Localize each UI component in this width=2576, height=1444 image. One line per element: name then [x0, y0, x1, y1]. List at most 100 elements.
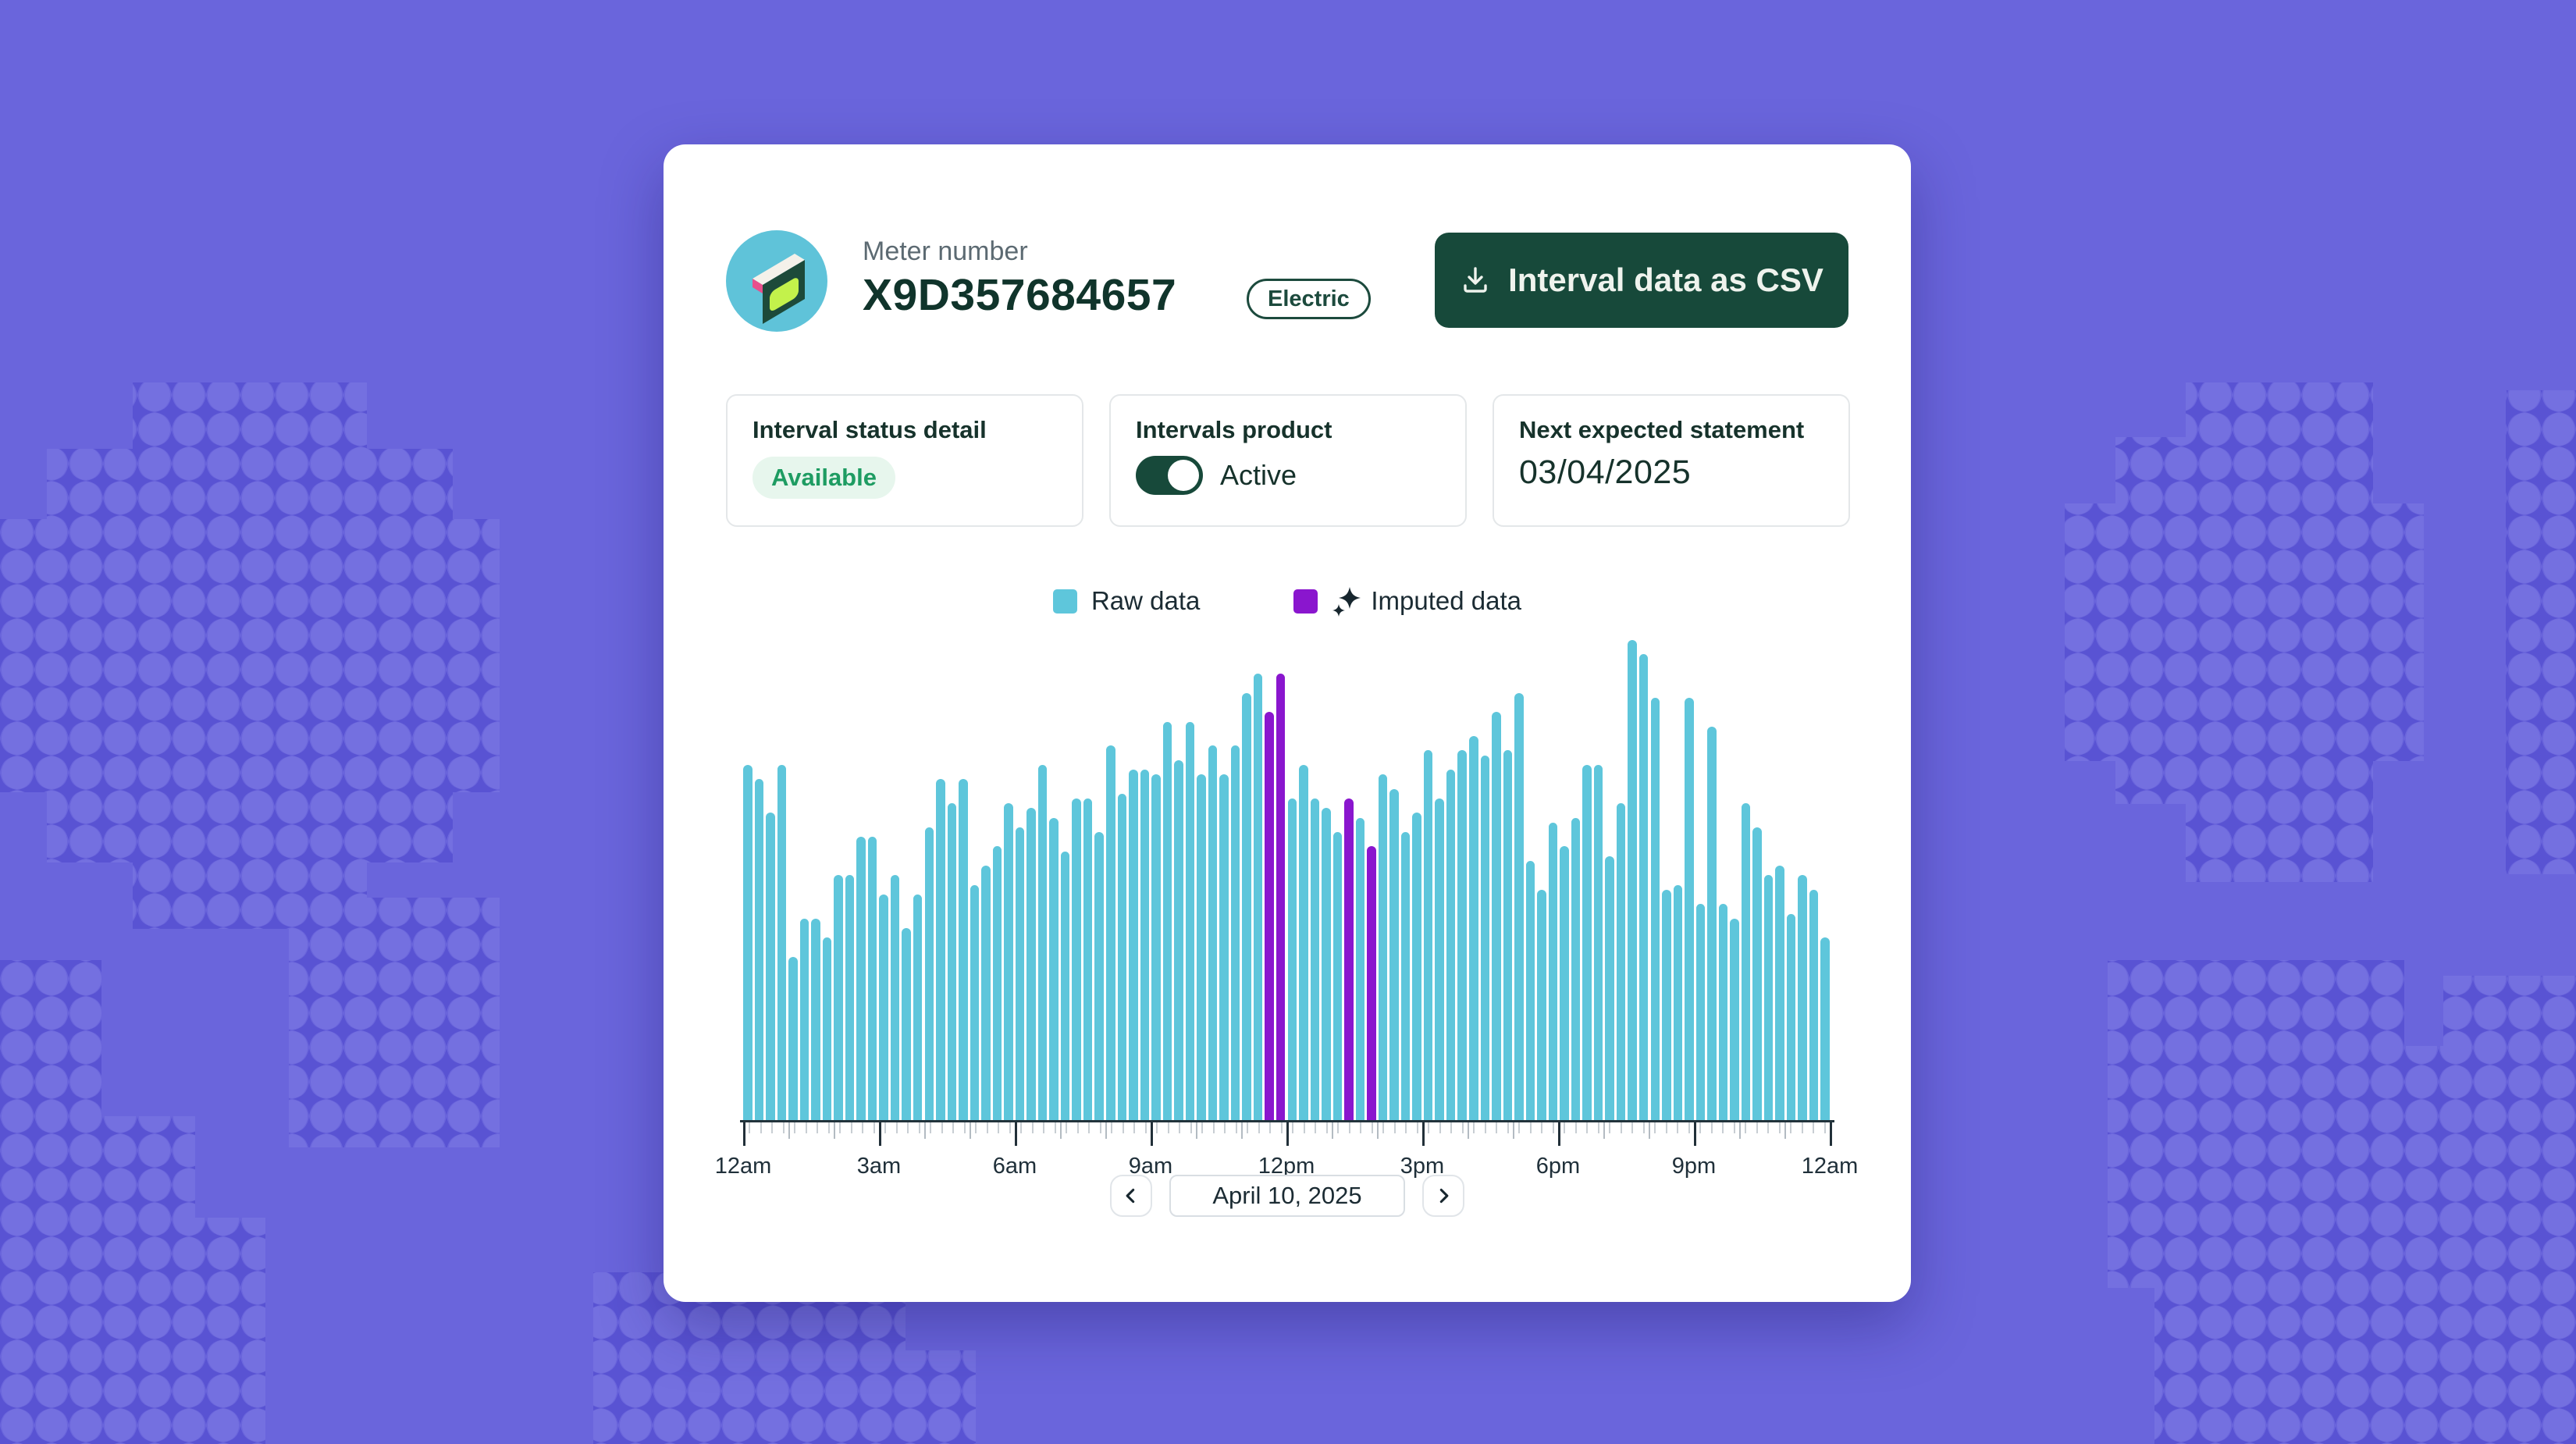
chart-bar — [1741, 803, 1751, 1120]
chart-bar — [1730, 918, 1739, 1120]
axis-minor-tick — [1642, 1122, 1645, 1133]
chart-bar — [1037, 764, 1048, 1120]
chart-bar — [1503, 750, 1513, 1120]
chart-bar — [1525, 860, 1535, 1120]
chart-bar — [1752, 827, 1762, 1120]
chart-bar — [1650, 697, 1660, 1120]
axis-minor-tick — [1609, 1122, 1611, 1133]
date-display[interactable]: April 10, 2025 — [1169, 1175, 1405, 1217]
status-available-pill: Available — [753, 457, 895, 499]
chart-bar — [1469, 736, 1478, 1120]
info-card-row: Interval status detail Available Interva… — [726, 394, 1850, 527]
previous-day-button[interactable] — [1110, 1175, 1152, 1217]
chart-bar — [1820, 937, 1830, 1120]
axis-tick-label: 12pm — [1258, 1154, 1315, 1179]
axis-minor-tick — [1416, 1122, 1418, 1133]
chart-bar — [1662, 889, 1671, 1120]
download-icon — [1464, 267, 1487, 293]
chart-bar — [947, 803, 957, 1120]
chart-bar — [1117, 793, 1127, 1120]
chart-bar-imputed — [1265, 712, 1274, 1120]
interval-csv-download-button[interactable]: Interval data as CSV — [1435, 233, 1848, 328]
axis-major-tick — [1558, 1122, 1560, 1146]
axis-minor-tick — [986, 1122, 988, 1133]
chart-bar — [913, 894, 923, 1120]
axis-minor-tick — [1133, 1122, 1136, 1133]
axis-minor-tick — [1790, 1122, 1792, 1133]
axis-major-tick — [1015, 1122, 1017, 1146]
chart-bar — [1695, 904, 1706, 1120]
next-day-button[interactable] — [1422, 1175, 1464, 1217]
chart-bar — [1423, 750, 1433, 1120]
next-statement-card: Next expected statement 03/04/2025 — [1493, 394, 1850, 527]
axis-minor-tick — [1382, 1122, 1385, 1133]
chart-bar — [766, 813, 775, 1120]
axis-minor-tick — [1292, 1122, 1294, 1133]
axis-minor-tick — [1733, 1122, 1735, 1133]
intervals-product-toggle[interactable] — [1136, 456, 1203, 495]
axis-tick-label: 6pm — [1535, 1154, 1581, 1179]
axis-minor-tick — [1574, 1122, 1577, 1133]
axis-minor-tick — [963, 1122, 966, 1133]
axis-minor-tick — [1144, 1122, 1147, 1133]
next-statement-date: 03/04/2025 — [1519, 453, 1692, 491]
axis-major-tick — [1694, 1122, 1696, 1146]
axis-minor-tick — [1043, 1122, 1045, 1133]
axis-hour-tick — [834, 1122, 835, 1139]
chart-bar — [1049, 817, 1059, 1120]
axis-minor-tick — [1235, 1122, 1237, 1133]
axis-major-tick — [879, 1122, 881, 1146]
chart-bar — [845, 875, 855, 1120]
sparkle-icon — [1332, 587, 1361, 617]
chart-bar — [1185, 721, 1195, 1120]
axis-minor-tick — [827, 1122, 830, 1133]
axis-minor-tick — [1009, 1122, 1011, 1133]
chart-bar — [879, 894, 888, 1120]
chart-bar — [1786, 913, 1796, 1120]
legend-raw-data: Raw data — [1052, 586, 1200, 616]
axis-minor-tick — [1688, 1122, 1690, 1133]
axis-minor-tick — [1564, 1122, 1566, 1133]
axis-minor-tick — [1393, 1122, 1396, 1133]
axis-minor-tick — [1247, 1122, 1249, 1133]
chart-bar — [1299, 764, 1308, 1120]
chart-bar — [1322, 808, 1331, 1120]
chart-bar — [1605, 855, 1614, 1120]
chart-bar — [1219, 774, 1229, 1120]
axis-minor-tick — [1303, 1122, 1305, 1133]
meter-number-label: Meter number — [863, 237, 1028, 266]
axis-minor-tick — [907, 1122, 909, 1133]
chart-bar — [1083, 798, 1093, 1120]
chart-bar — [1332, 832, 1343, 1120]
axis-minor-tick — [1122, 1122, 1124, 1133]
axis-minor-tick — [998, 1122, 1000, 1133]
chart-bar — [1378, 774, 1388, 1120]
intervals-product-state: Active — [1220, 459, 1297, 491]
axis-minor-tick — [1031, 1122, 1034, 1133]
axis-minor-tick — [1212, 1122, 1215, 1133]
axis-ticks — [743, 1122, 1832, 1149]
chart-bar — [1571, 817, 1581, 1120]
chart-bar — [1707, 726, 1717, 1120]
axis-minor-tick — [1541, 1122, 1543, 1133]
axis-minor-tick — [930, 1122, 932, 1133]
axis-minor-tick — [1054, 1122, 1056, 1133]
axis-minor-tick — [1767, 1122, 1770, 1133]
raw-data-swatch — [1052, 589, 1077, 614]
axis-tick-label: 12am — [714, 1154, 772, 1179]
axis-hour-tick — [1332, 1122, 1333, 1139]
meter-card: Meter number X9D357684657 Electric Inter… — [664, 144, 1911, 1302]
axis-minor-tick — [749, 1122, 751, 1133]
axis-minor-tick — [1507, 1122, 1509, 1133]
axis-hour-tick — [924, 1122, 926, 1139]
meter-book-icon — [726, 230, 827, 332]
axis-minor-tick — [1280, 1122, 1283, 1133]
axis-minor-tick — [1756, 1122, 1758, 1133]
chart-bar — [902, 928, 911, 1120]
axis-major-tick — [1830, 1122, 1832, 1146]
chart-bar — [1809, 889, 1819, 1120]
axis-hour-tick — [1603, 1122, 1605, 1139]
axis-minor-tick — [1111, 1122, 1113, 1133]
axis-minor-tick — [1518, 1122, 1521, 1133]
